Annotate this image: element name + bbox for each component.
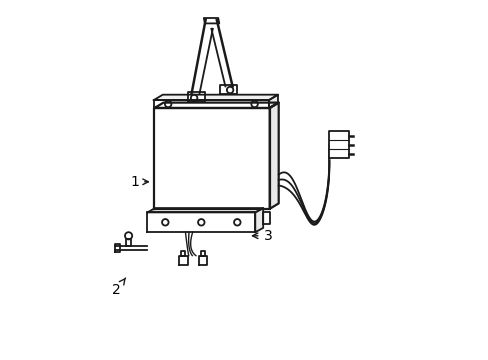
Polygon shape: [153, 95, 277, 100]
Text: 1: 1: [130, 175, 148, 189]
Polygon shape: [255, 208, 263, 232]
Polygon shape: [179, 256, 187, 265]
Polygon shape: [153, 100, 268, 108]
Text: 2: 2: [112, 278, 125, 297]
Text: 3: 3: [252, 229, 272, 243]
Polygon shape: [147, 208, 263, 212]
Polygon shape: [187, 92, 204, 102]
Polygon shape: [115, 244, 120, 252]
Polygon shape: [203, 18, 219, 23]
Polygon shape: [154, 108, 269, 209]
Polygon shape: [263, 212, 270, 224]
Polygon shape: [154, 103, 278, 108]
Polygon shape: [328, 131, 348, 158]
Polygon shape: [268, 95, 277, 108]
Polygon shape: [147, 212, 255, 232]
Polygon shape: [181, 251, 185, 256]
Polygon shape: [201, 251, 205, 256]
Polygon shape: [220, 85, 237, 94]
Polygon shape: [269, 103, 278, 209]
Polygon shape: [125, 239, 131, 246]
Polygon shape: [199, 256, 207, 265]
